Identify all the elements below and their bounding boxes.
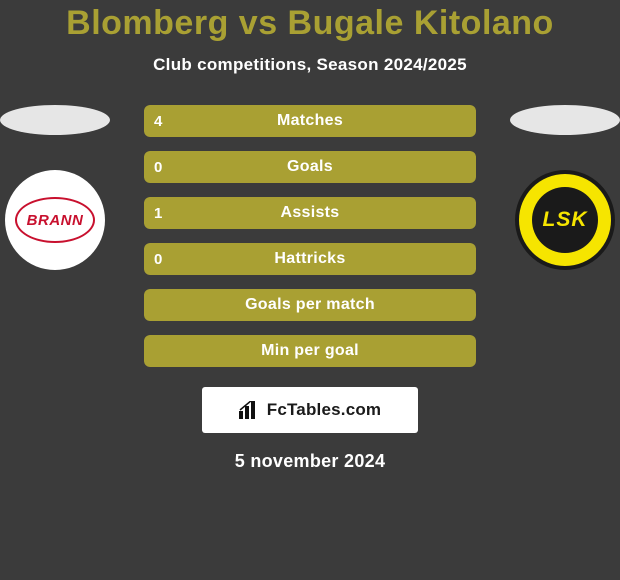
comparison-panel: BRANN LSK 4Matches 0Goals 1Assists 0Hattric…	[0, 105, 620, 472]
stat-bar: 0Goals	[144, 151, 476, 183]
stat-bar-label: Hattricks	[144, 243, 476, 275]
date-label: 5 november 2024	[0, 451, 620, 472]
left-club-badge: BRANN	[5, 170, 105, 270]
right-club-badge: LSK	[515, 170, 615, 270]
stat-bar-label: Assists	[144, 197, 476, 229]
page-title: Blomberg vs Bugale Kitolano	[0, 0, 620, 43]
right-club-ring: LSK	[519, 174, 611, 266]
stat-bars: 4Matches 0Goals 1Assists 0Hattricks Goals pe…	[144, 105, 476, 367]
stat-bar-label: Goals	[144, 151, 476, 183]
right-player-column: LSK	[505, 105, 620, 270]
attribution-text: FcTables.com	[267, 400, 382, 420]
subtitle: Club competitions, Season 2024/2025	[0, 55, 620, 75]
stat-bar: 1Assists	[144, 197, 476, 229]
left-club-label: BRANN	[15, 197, 95, 243]
bar-chart-icon	[239, 401, 261, 419]
stat-bar-label: Matches	[144, 105, 476, 137]
left-player-column: BRANN	[0, 105, 115, 270]
stat-bar: Min per goal	[144, 335, 476, 367]
stat-bar-label: Min per goal	[144, 335, 476, 367]
stat-bar: 4Matches	[144, 105, 476, 137]
right-club-label: LSK	[532, 187, 598, 253]
right-player-silhouette	[510, 105, 620, 135]
stat-bar: 0Hattricks	[144, 243, 476, 275]
stat-bar-label: Goals per match	[144, 289, 476, 321]
left-player-silhouette	[0, 105, 110, 135]
stat-bar: Goals per match	[144, 289, 476, 321]
attribution-badge: FcTables.com	[202, 387, 418, 433]
